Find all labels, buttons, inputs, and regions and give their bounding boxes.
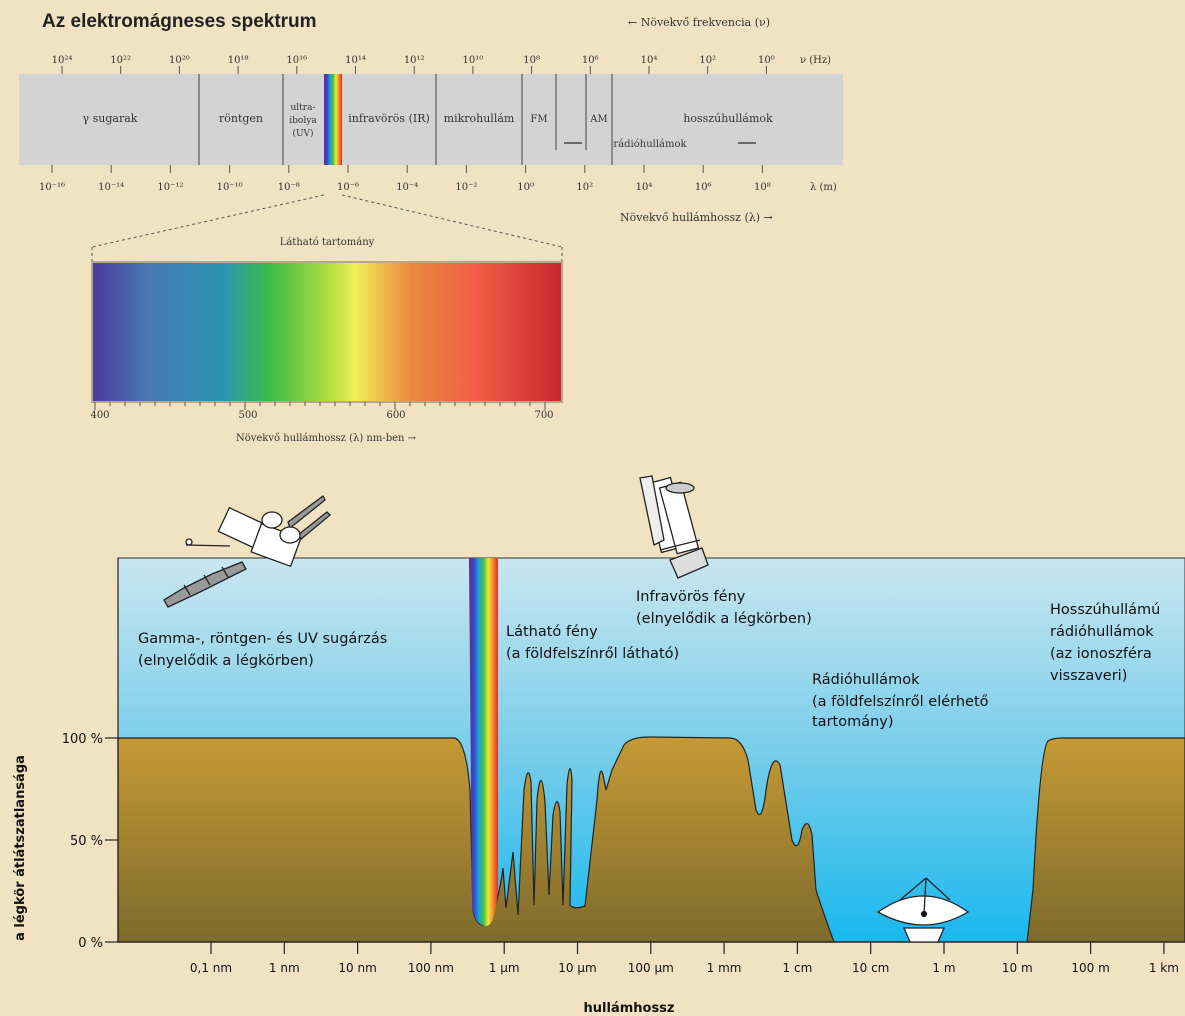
annotation-visible-line2: (a földfelszínről látható) <box>506 646 679 662</box>
frequency-tick-label: 10²² <box>110 55 131 66</box>
visible-range-title: Látható tartomány <box>280 237 375 248</box>
x-tick-label: 10 m <box>1002 961 1033 975</box>
frequency-unit: ν (Hz) <box>800 55 831 66</box>
frequency-tick-label: 10²⁰ <box>169 55 190 66</box>
wavelength-unit: λ (m) <box>810 182 837 193</box>
visible-tick-label: 600 <box>386 410 405 421</box>
band-microwave: mikrohullám <box>444 112 515 125</box>
spectrum-title: Az elektromágneses spektrum <box>42 11 317 32</box>
visible-axis-label: Növekvő hullámhossz (λ) nm-ben → <box>236 433 417 444</box>
frequency-tick-label: 10⁴ <box>641 55 658 66</box>
radio-telescope-icon <box>876 877 970 943</box>
frequency-tick-label: 10² <box>699 55 716 66</box>
wavelength-tick-label: 10⁻¹⁰ <box>217 182 243 193</box>
visible-tick-label: 700 <box>534 410 553 421</box>
wavelength-tick-label: 10⁻¹⁶ <box>39 182 65 193</box>
wavelength-arrow-label: Növekvő hullámhossz (λ) → <box>620 211 773 224</box>
annotation-radio-line1: Rádióhullámok <box>812 672 920 688</box>
visible-light-beam <box>469 558 498 927</box>
band-uv-line3: (UV) <box>292 128 313 139</box>
band-long-waves: hosszúhullámok <box>683 112 773 125</box>
band-gamma: γ sugarak <box>83 112 138 125</box>
annotation-radio-line3: tartomány) <box>812 714 894 730</box>
annotation-infrared-line2: (elnyelődik a légkörben) <box>636 611 812 627</box>
opacity-curve <box>117 736 1185 943</box>
x-tick-label: 100 m <box>1071 961 1109 975</box>
x-tick-label: 1 mm <box>707 961 742 975</box>
y-tick-50: 50 % <box>70 834 103 849</box>
frequency-tick-label: 10⁸ <box>523 55 540 66</box>
wavelength-tick-label: 10⁻¹² <box>157 182 183 193</box>
visible-spectrum-gradient <box>91 261 563 403</box>
x-tick-label: 1 m <box>932 961 955 975</box>
telescope-icon <box>639 475 709 579</box>
y-tick-marks <box>105 737 118 943</box>
zoom-guides <box>91 194 563 262</box>
band-visible-strip <box>324 74 342 165</box>
wavelength-tick-label: 10⁸ <box>754 182 771 193</box>
x-tick-label: 10 µm <box>558 961 596 975</box>
annotation-infrared-line1: Infravörös fény <box>636 589 746 605</box>
band-xray: röntgen <box>219 112 263 125</box>
y-tick-100: 100 % <box>62 732 103 747</box>
frequency-tick-label: 10¹⁰ <box>463 55 484 66</box>
band-uv-line1: ultra- <box>290 103 315 113</box>
frequency-tick-label: 10⁰ <box>758 55 775 66</box>
frequency-tick-label: 10¹⁶ <box>286 55 307 66</box>
band-am: AM <box>589 114 607 125</box>
frequency-tick-label: 10¹² <box>404 55 425 66</box>
frequency-tick-label: 10¹⁴ <box>345 55 366 66</box>
annotation-longradio-line2: rádióhullámok <box>1050 624 1154 640</box>
band-separators <box>198 74 613 165</box>
visible-ticks: 400 500 600 700 <box>90 402 554 421</box>
wavelength-tick-label: 10⁻⁶ <box>337 182 359 193</box>
annotation-gamma-line1: Gamma-, röntgen- és UV sugárzás <box>138 631 387 647</box>
x-tick-label: 100 nm <box>408 961 454 975</box>
annotation-longradio-line3: (az ionoszféra <box>1050 646 1152 662</box>
annotation-longradio-line1: Hosszúhullámú <box>1050 602 1160 618</box>
wavelength-tick-label: 10⁻¹⁴ <box>98 182 124 193</box>
visible-tick-label: 400 <box>90 410 109 421</box>
frequency-tick-label: 10⁶ <box>582 55 599 66</box>
frequency-tick-label: 10²⁴ <box>52 55 73 66</box>
wavelength-tick-label: 10² <box>576 182 593 193</box>
band-uv-line2: ibolya <box>289 116 317 126</box>
band-fm: FM <box>530 114 547 125</box>
annotation-visible-line1: Látható fény <box>506 624 598 640</box>
wavelength-tick-label: 10⁰ <box>517 182 534 193</box>
frequency-arrow-label: ← Növekvő frekvencia (ν) <box>628 16 770 29</box>
x-tick-label: 1 cm <box>783 961 813 975</box>
band-infrared: infravörös (IR) <box>348 112 430 125</box>
y-tick-0: 0 % <box>78 936 103 951</box>
satellite-icon <box>163 495 331 608</box>
wavelength-tick-label: 10⁻² <box>455 182 477 193</box>
x-tick-label: 1 nm <box>269 961 300 975</box>
wavelength-tick-labels: 10⁻¹⁶ 10⁻¹⁴ 10⁻¹² 10⁻¹⁰ 10⁻⁸ 10⁻⁶ 10⁻⁴ 10⁻² 10⁰ 1… <box>39 165 771 193</box>
x-tick-label: 10 nm <box>338 961 376 975</box>
wavelength-tick-label: 10⁻⁴ <box>396 182 418 193</box>
frequency-tick-label: 10¹⁸ <box>228 55 249 66</box>
band-bar <box>19 74 843 165</box>
x-tick-label: 100 µm <box>628 961 674 975</box>
band-radio: rádióhullámok <box>613 139 687 150</box>
wavelength-tick-label: 10⁻⁸ <box>278 182 300 193</box>
x-tick-label: 10 cm <box>852 961 889 975</box>
x-tick-label: 0,1 nm <box>190 961 232 975</box>
visible-tick-label: 500 <box>238 410 257 421</box>
annotation-longradio-line4: visszaveri) <box>1050 668 1127 684</box>
annotation-radio-line2: (a földfelszínről elérhető <box>812 694 989 710</box>
annotation-gamma-line2: (elnyelődik a légkörben) <box>138 653 314 669</box>
frequency-tick-labels: 10²⁴ 10²² 10²⁰ 10¹⁸ 10¹⁶ 10¹⁴ 10¹² 10¹⁰ 10⁸ 10⁶ 10… <box>52 55 775 74</box>
wavelength-tick-label: 10⁴ <box>636 182 653 193</box>
y-axis-label: a légkör átlátszatlansága <box>13 755 28 941</box>
x-tick-label: 1 µm <box>489 961 520 975</box>
wavelength-tick-label: 10⁶ <box>695 182 712 193</box>
x-axis-label: hullámhossz <box>584 1001 675 1016</box>
x-tick-label: 1 km <box>1149 961 1179 975</box>
x-tick-labels: 0,1 nm 1 nm 10 nm 100 nm 1 µm 10 µm 100 µm 1 mm… <box>190 942 1179 975</box>
